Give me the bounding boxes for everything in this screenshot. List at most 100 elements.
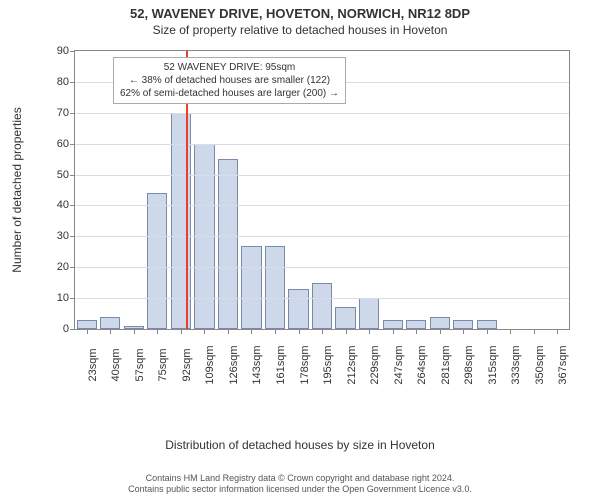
y-tick-label: 10 [57, 292, 69, 304]
bar-slot: 247sqm [381, 51, 405, 329]
bar [312, 283, 332, 329]
bar [335, 307, 355, 329]
bar-slot: 229sqm [357, 51, 381, 329]
annotation-line: 62% of semi-detached houses are larger (… [120, 87, 339, 100]
x-tick-mark [416, 329, 417, 334]
chart-title-line2: Size of property relative to detached ho… [0, 23, 600, 37]
bar [383, 320, 403, 329]
bar [430, 317, 450, 329]
x-tick-label: 57sqm [134, 348, 146, 381]
grid-line [75, 175, 569, 176]
x-tick-label: 23sqm [87, 348, 99, 381]
x-tick-label: 195sqm [322, 345, 334, 384]
x-tick-mark [87, 329, 88, 334]
x-tick-mark [275, 329, 276, 334]
y-tick-label: 0 [63, 323, 69, 335]
x-tick-mark [369, 329, 370, 334]
bar-slot: 367sqm [546, 51, 570, 329]
annotation-box: 52 WAVENEY DRIVE: 95sqm← 38% of detached… [113, 57, 346, 104]
x-tick-mark [440, 329, 441, 334]
x-tick-label: 264sqm [416, 345, 428, 384]
x-tick-label: 367sqm [557, 345, 569, 384]
x-tick-label: 247sqm [393, 345, 405, 384]
x-tick-label: 333sqm [510, 345, 522, 384]
y-tick-label: 40 [57, 199, 69, 211]
x-tick-mark [228, 329, 229, 334]
x-tick-label: 281sqm [440, 345, 452, 384]
x-tick-label: 40sqm [110, 348, 122, 381]
x-tick-mark [463, 329, 464, 334]
bar-slot: 264sqm [404, 51, 428, 329]
annotation-line: ← 38% of detached houses are smaller (12… [120, 74, 339, 87]
bar-slot: 350sqm [522, 51, 546, 329]
x-tick-mark [157, 329, 158, 334]
footer-line2: Contains public sector information licen… [0, 484, 600, 496]
y-tick-label: 70 [57, 107, 69, 119]
x-tick-label: 350sqm [534, 345, 546, 384]
bar [359, 298, 379, 329]
x-tick-label: 229sqm [369, 345, 381, 384]
x-tick-mark [204, 329, 205, 334]
x-tick-mark [251, 329, 252, 334]
x-tick-label: 75sqm [157, 348, 169, 381]
y-tick-mark [70, 267, 75, 268]
bar-slot: 298sqm [452, 51, 476, 329]
grid-line [75, 113, 569, 114]
x-tick-mark [487, 329, 488, 334]
bar [288, 289, 308, 329]
annotation-line: 52 WAVENEY DRIVE: 95sqm [120, 61, 339, 74]
y-tick-mark [70, 205, 75, 206]
x-tick-mark [299, 329, 300, 334]
x-tick-label: 298sqm [463, 345, 475, 384]
x-tick-mark [322, 329, 323, 334]
x-tick-label: 143sqm [251, 345, 263, 384]
x-tick-mark [110, 329, 111, 334]
bar [241, 246, 261, 329]
footer-line1: Contains HM Land Registry data © Crown c… [0, 473, 600, 485]
x-tick-mark [393, 329, 394, 334]
x-tick-mark [557, 329, 558, 334]
y-tick-label: 30 [57, 230, 69, 242]
bar [147, 193, 167, 329]
bar [77, 320, 97, 329]
x-tick-label: 178sqm [299, 345, 311, 384]
y-tick-mark [70, 82, 75, 83]
x-axis-title: Distribution of detached houses by size … [0, 438, 600, 452]
y-tick-mark [70, 144, 75, 145]
y-tick-label: 50 [57, 169, 69, 181]
y-tick-mark [70, 329, 75, 330]
grid-line [75, 267, 569, 268]
footer-attribution: Contains HM Land Registry data © Crown c… [0, 473, 600, 496]
x-tick-mark [534, 329, 535, 334]
x-tick-mark [181, 329, 182, 334]
bar [406, 320, 426, 329]
x-tick-mark [346, 329, 347, 334]
bar [171, 113, 191, 329]
bar [477, 320, 497, 329]
plot-area: 23sqm40sqm57sqm75sqm92sqm109sqm126sqm143… [74, 50, 570, 330]
chart-area: 23sqm40sqm57sqm75sqm92sqm109sqm126sqm143… [44, 50, 576, 390]
y-tick-label: 90 [57, 45, 69, 57]
y-tick-mark [70, 236, 75, 237]
bar [218, 159, 238, 329]
grid-line [75, 298, 569, 299]
x-tick-mark [134, 329, 135, 334]
x-tick-label: 212sqm [346, 345, 358, 384]
bar [100, 317, 120, 329]
bar [265, 246, 285, 329]
grid-line [75, 236, 569, 237]
bar [453, 320, 473, 329]
x-tick-label: 109sqm [204, 345, 216, 384]
y-tick-label: 80 [57, 76, 69, 88]
y-tick-mark [70, 298, 75, 299]
bar-slot: 281sqm [428, 51, 452, 329]
y-tick-mark [70, 175, 75, 176]
bar-slot: 333sqm [499, 51, 523, 329]
y-tick-mark [70, 51, 75, 52]
x-tick-label: 161sqm [275, 345, 287, 384]
x-tick-label: 315sqm [487, 345, 499, 384]
x-tick-label: 92sqm [181, 348, 193, 381]
grid-line [75, 205, 569, 206]
grid-line [75, 144, 569, 145]
x-tick-mark [510, 329, 511, 334]
